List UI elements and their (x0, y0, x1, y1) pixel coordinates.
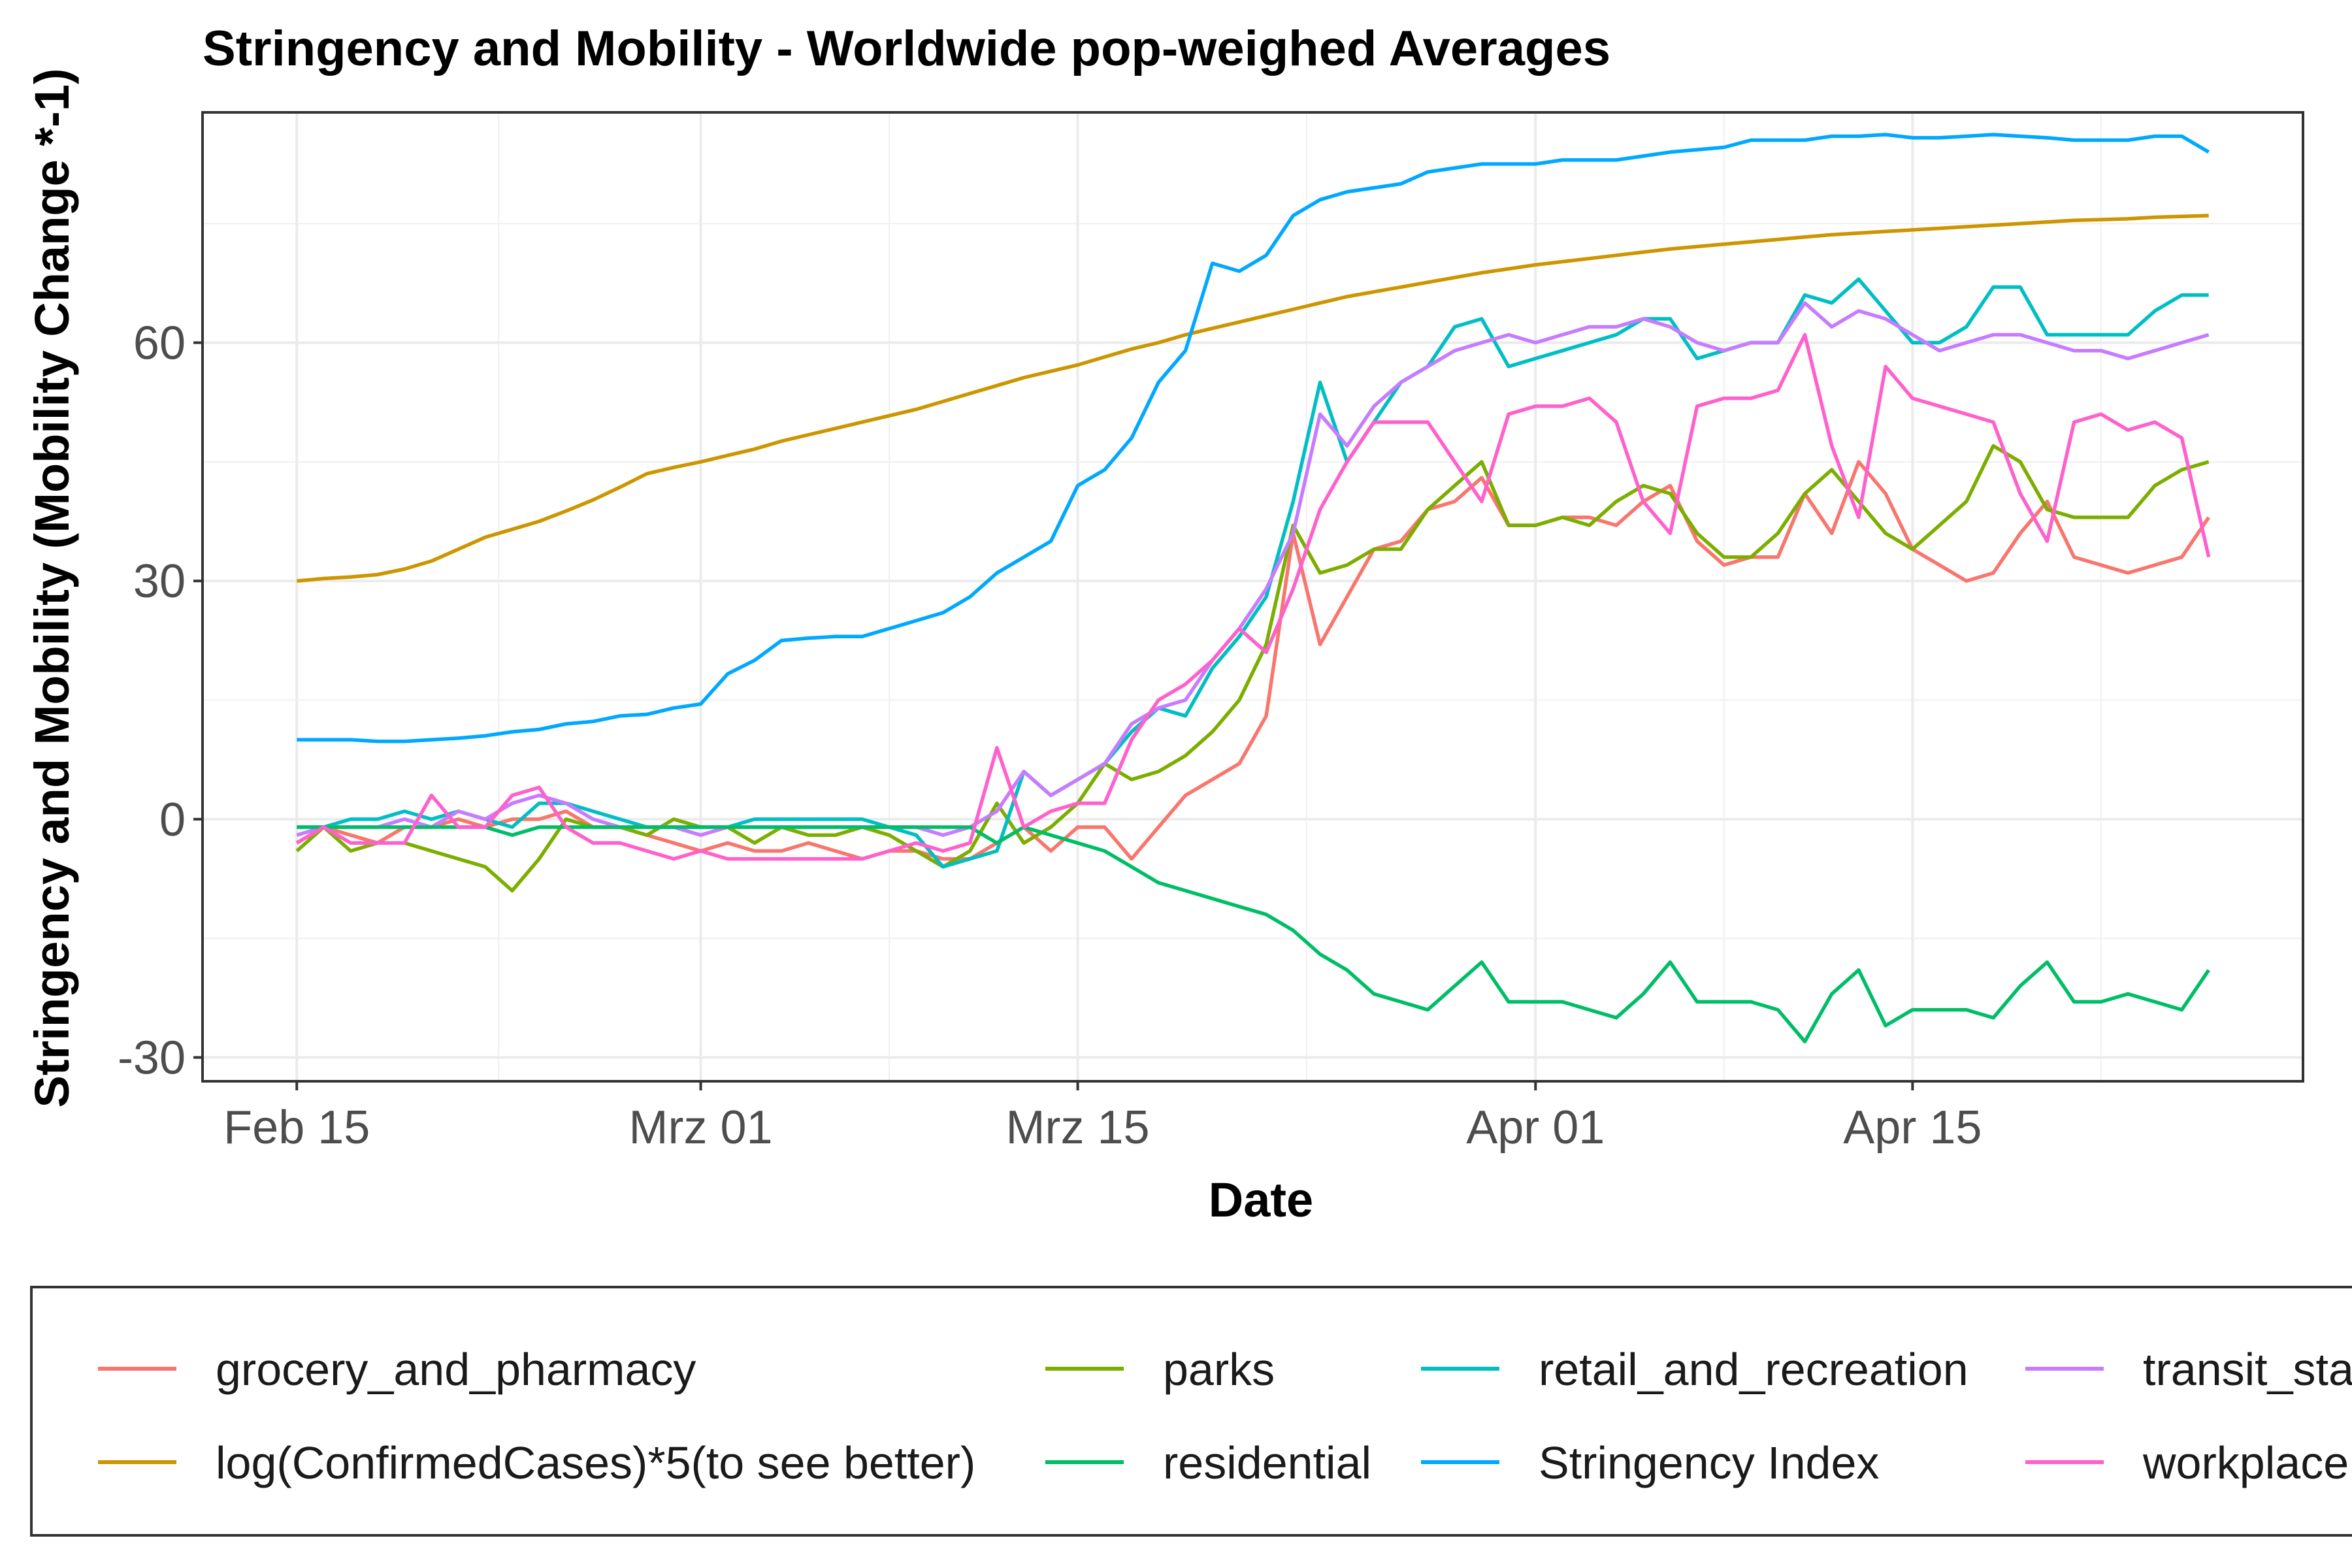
y-tick-label: 30 (133, 555, 186, 608)
plot-background (203, 112, 2303, 1081)
series-line-workplaces (295, 333, 2211, 861)
legend-item: transit_sta (2025, 1344, 2352, 1395)
y-tick-label: 60 (133, 318, 186, 370)
y-tick-label: -30 (118, 1032, 186, 1085)
y-tick-label: 0 (159, 794, 186, 846)
legend-label: grocery_and_pharmacy (216, 1344, 696, 1395)
plot-area (201, 111, 2304, 1083)
x-tick-label: Feb 15 (223, 1102, 370, 1154)
legend-label: workplace (2142, 1437, 2349, 1488)
x-tick-label: Apr 15 (1843, 1102, 1982, 1154)
legend-item: grocery_and_pharmacy (98, 1344, 696, 1395)
legend-item: log(ConfirmedCases)*5(to see better) (98, 1437, 975, 1488)
legend-item: parks (1045, 1344, 1275, 1395)
legend-item: workplace (2025, 1437, 2349, 1488)
legend-label: transit_sta (2143, 1344, 2352, 1395)
series-line-retail-and-recreation (297, 277, 2209, 869)
series-line-residential (297, 825, 2210, 1043)
legend-label: parks (1163, 1344, 1275, 1395)
legend-item: Stringency Index (1421, 1437, 1879, 1488)
legend-label: retail_and_recreation (1539, 1344, 1968, 1395)
legend-label: log(ConfirmedCases)*5(to see better) (216, 1437, 975, 1488)
y-axis-title: Stringency and Mobility (Mobility Change… (25, 68, 79, 1107)
x-tick-label: Mrz 01 (629, 1102, 773, 1154)
x-tick-label: Apr 01 (1466, 1102, 1605, 1154)
plot-border (201, 111, 2304, 1083)
legend-box (30, 1286, 2352, 1537)
series-line-log-confirmedcases-5-to-see-better- (297, 214, 2209, 583)
legend-label: residential (1163, 1437, 1371, 1488)
legend-label: Stringency Index (1539, 1437, 1879, 1488)
x-axis-title: Date (1209, 1173, 1313, 1227)
legend: grocery_and_pharmacy parks retail_and_recr… (98, 1344, 2352, 1488)
chart-title: Stringency and Mobility - Worldwide pop-… (203, 21, 1610, 76)
legend-item: residential (1045, 1437, 1371, 1488)
legend-item: retail_and_recreation (1421, 1344, 1968, 1395)
x-tick-label: Mrz 15 (1006, 1102, 1150, 1154)
series-line-stringency-index (297, 133, 2210, 743)
y-axis: -30 0 30 60 (118, 318, 203, 1085)
x-axis: Feb 15 Mrz 01 Mrz 15 Apr 01 Apr 15 (223, 1081, 1982, 1154)
